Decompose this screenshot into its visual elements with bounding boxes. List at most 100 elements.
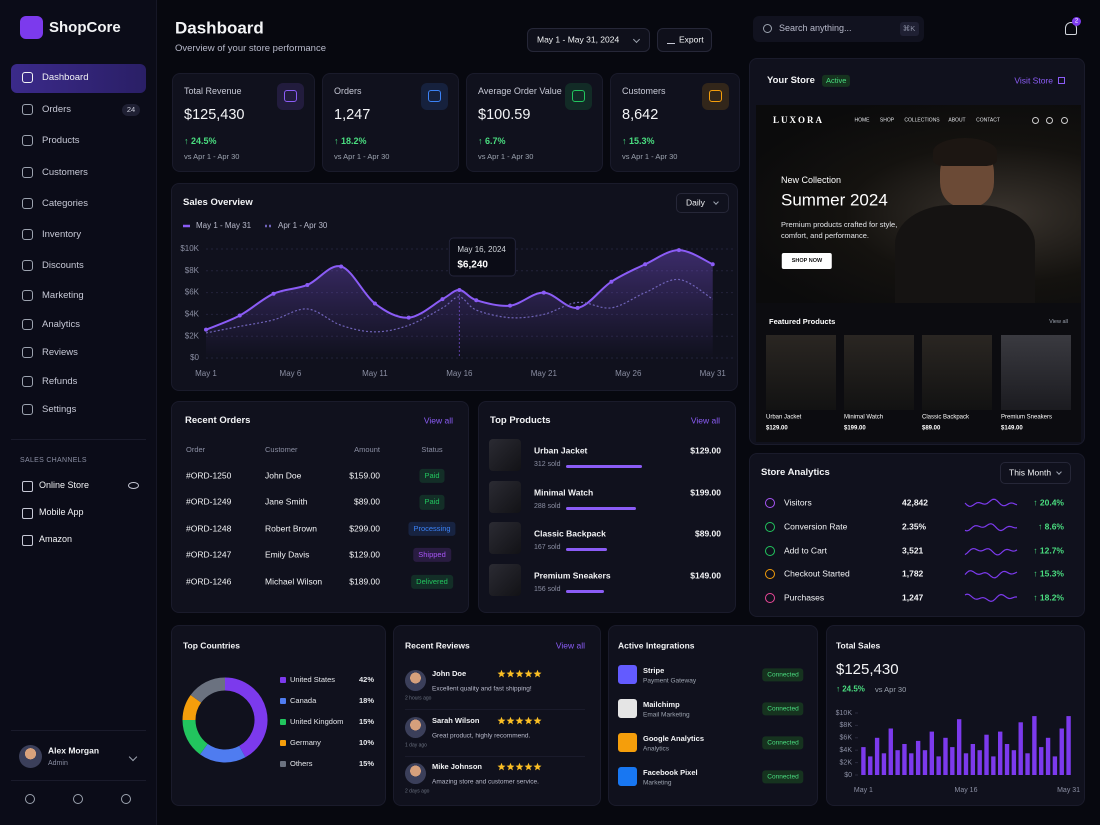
product-image xyxy=(766,335,836,410)
star xyxy=(533,669,542,678)
point xyxy=(372,301,377,306)
nav-item[interactable]: Marketing xyxy=(42,289,84,301)
product-thumb xyxy=(489,439,521,471)
nav-item[interactable]: Products xyxy=(42,134,80,146)
nav-item[interactable]: Customers xyxy=(42,166,88,178)
legend-swatch xyxy=(280,761,286,767)
search-icon xyxy=(763,24,772,33)
card-title: Recent Reviews xyxy=(405,640,470,651)
reviewer-name: Mike Johnson xyxy=(432,761,483,771)
nav-item[interactable]: Discounts xyxy=(42,259,84,271)
period-select[interactable] xyxy=(1000,462,1071,484)
channel[interactable]: Online Store xyxy=(39,480,90,491)
nav-item[interactable]: Refunds xyxy=(42,375,78,387)
nav-item[interactable]: Orders xyxy=(42,103,72,115)
bar xyxy=(874,737,880,775)
bell-icon[interactable] xyxy=(1065,22,1077,35)
notification-count: 2 xyxy=(1074,18,1079,25)
hero-cta[interactable]: SHOP NOW xyxy=(781,252,833,270)
nav-item[interactable]: Categories xyxy=(42,197,88,209)
nav-item[interactable]: Analytics xyxy=(42,318,81,330)
tooltip-value: $6,240 xyxy=(457,260,488,271)
nav-icon xyxy=(22,104,33,115)
kpi-label: Orders xyxy=(334,86,362,97)
bar xyxy=(1025,753,1030,775)
amount: $159.00 xyxy=(349,470,380,481)
kpi-compare: vs Apr 1 - Apr 30 xyxy=(622,151,678,161)
nav-item[interactable]: Settings xyxy=(42,403,77,415)
y-tick-label: $10K xyxy=(180,244,199,253)
column-header: Amount xyxy=(354,444,380,454)
date-picker[interactable] xyxy=(527,28,650,52)
period-label: This Month xyxy=(1009,467,1052,478)
x-tick-label: May 11 xyxy=(362,369,388,378)
donut-slice xyxy=(200,743,246,763)
card xyxy=(171,625,386,806)
bar xyxy=(1011,750,1017,775)
product-name: Urban Jacket xyxy=(766,414,802,421)
search-box[interactable] xyxy=(753,16,924,42)
sparkline xyxy=(964,522,1018,532)
channel[interactable]: Mobile App xyxy=(39,507,84,518)
nav-item[interactable]: Inventory xyxy=(42,228,82,240)
sparkline-path xyxy=(964,547,1018,556)
review-text: Amazing store and customer service. xyxy=(432,778,539,786)
amount: $299.00 xyxy=(349,523,380,534)
kpi-icon-bg xyxy=(702,83,729,110)
product-price: $149.00 xyxy=(690,570,721,581)
nav-item[interactable]: Reviews xyxy=(42,346,78,358)
star xyxy=(524,762,533,771)
tooltip-bg xyxy=(448,237,516,277)
integration-desc: Payment Gateway xyxy=(643,677,697,685)
period-select[interactable] xyxy=(676,193,729,213)
y-tick-label: $4K xyxy=(185,310,200,319)
metric-change: ↑ 18.2% xyxy=(1033,592,1064,603)
view-all-link[interactable]: View all xyxy=(1049,318,1068,325)
channel[interactable]: Amazon xyxy=(39,534,73,545)
view-all-link[interactable]: View all xyxy=(423,415,453,426)
view-all-link[interactable]: View all xyxy=(690,415,720,426)
footer-icon[interactable] xyxy=(25,794,35,804)
nav-item[interactable]: Dashboard xyxy=(42,71,89,83)
export-button[interactable] xyxy=(657,28,712,52)
star xyxy=(524,716,533,724)
value-label: 15% xyxy=(359,717,374,726)
footer-icon[interactable] xyxy=(121,794,131,804)
star xyxy=(515,716,524,724)
channel-icon xyxy=(22,481,33,492)
sparkline-path xyxy=(964,593,1018,603)
nav-icon xyxy=(22,290,33,301)
card-title: Total Sales xyxy=(836,640,881,651)
total-value: $125,430 xyxy=(836,660,899,678)
metric-value: 42,842 xyxy=(902,497,928,508)
view-all-link[interactable]: View all xyxy=(555,640,585,651)
bar xyxy=(943,737,948,775)
card-title: Sales Overview xyxy=(183,196,253,208)
integration-logo xyxy=(618,699,637,718)
visit-store-link[interactable]: Visit Store xyxy=(1014,75,1053,86)
product-sold: 167 sold xyxy=(534,544,561,552)
order-id: #ORD-1248 xyxy=(186,523,232,534)
star xyxy=(533,716,542,724)
card xyxy=(749,453,1085,617)
metric-change: ↑ 8.6% xyxy=(1038,521,1064,532)
metric-value: 2.35% xyxy=(902,521,927,532)
bar xyxy=(1039,747,1044,775)
store-icon xyxy=(1046,117,1053,124)
bar xyxy=(915,740,921,775)
nav-icon xyxy=(22,167,33,178)
kpi-value: $125,430 xyxy=(184,107,245,124)
hero-hair xyxy=(933,138,997,166)
kpi-value: 1,247 xyxy=(334,107,371,124)
product-price: $129.00 xyxy=(766,425,788,432)
hero-body xyxy=(895,205,1035,303)
review-text: Great product, highly recommend. xyxy=(432,731,531,739)
nav-icon xyxy=(22,404,33,415)
tooltip-date: May 16, 2024 xyxy=(457,245,506,254)
product-thumb xyxy=(489,480,521,513)
section-title: SALES CHANNELS xyxy=(20,457,87,465)
column-header: Status xyxy=(421,444,443,454)
footer-icon[interactable] xyxy=(73,794,83,804)
bar xyxy=(929,731,934,775)
